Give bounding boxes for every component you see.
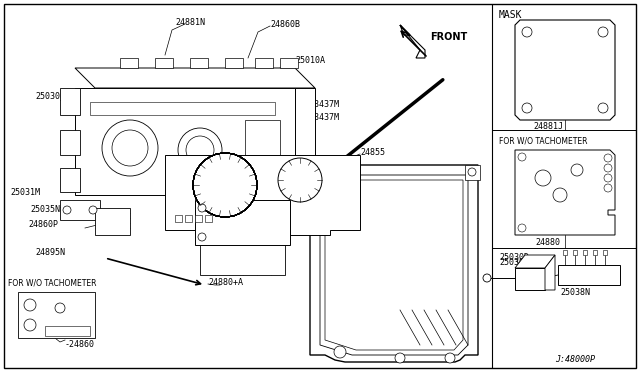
Polygon shape (18, 292, 95, 338)
Circle shape (63, 206, 71, 214)
Text: 24855: 24855 (360, 148, 385, 157)
Circle shape (518, 153, 526, 161)
Circle shape (522, 27, 532, 37)
Text: 25038N: 25038N (560, 288, 590, 297)
Text: 68437M: 68437M (310, 113, 340, 122)
Text: 25030: 25030 (35, 92, 60, 101)
Bar (563, 250, 567, 255)
Text: 68435+A: 68435+A (350, 218, 385, 227)
Polygon shape (60, 88, 80, 115)
Text: 25030D: 25030D (499, 253, 529, 262)
Bar (593, 250, 597, 255)
Polygon shape (60, 200, 100, 220)
Text: 25031M: 25031M (10, 188, 40, 197)
Text: 24860B: 24860B (270, 20, 300, 29)
Circle shape (395, 353, 405, 363)
Circle shape (571, 164, 583, 176)
Circle shape (198, 233, 206, 241)
Polygon shape (310, 165, 478, 362)
Text: MASK: MASK (499, 10, 522, 20)
Text: 24850: 24850 (140, 152, 165, 161)
Circle shape (102, 120, 158, 176)
Polygon shape (95, 208, 130, 235)
Text: MPH: MPH (553, 55, 566, 61)
Polygon shape (60, 130, 80, 155)
Bar (185, 215, 192, 222)
Polygon shape (75, 88, 295, 195)
Polygon shape (165, 155, 360, 235)
Circle shape (445, 353, 455, 363)
Text: 24880: 24880 (536, 238, 561, 247)
Polygon shape (245, 120, 280, 155)
Circle shape (483, 274, 491, 282)
Polygon shape (60, 168, 80, 192)
Text: -24860: -24860 (65, 340, 95, 349)
Circle shape (198, 204, 206, 212)
Circle shape (535, 170, 551, 186)
Text: 25031: 25031 (360, 165, 385, 174)
Circle shape (193, 153, 257, 217)
Text: FRONT: FRONT (430, 32, 467, 42)
Polygon shape (90, 102, 275, 115)
Polygon shape (75, 68, 315, 88)
Polygon shape (120, 58, 138, 68)
Polygon shape (245, 158, 270, 185)
Text: 68437M: 68437M (310, 100, 340, 109)
Text: 24880+A: 24880+A (208, 278, 243, 287)
Circle shape (278, 158, 322, 202)
Polygon shape (45, 326, 90, 336)
Text: 24813: 24813 (390, 192, 415, 201)
Circle shape (604, 184, 612, 192)
Circle shape (598, 103, 608, 113)
Polygon shape (515, 150, 615, 235)
Text: J:48000P: J:48000P (555, 355, 595, 364)
Polygon shape (280, 58, 298, 68)
Circle shape (468, 168, 476, 176)
Text: 24895N: 24895N (35, 248, 65, 257)
Circle shape (24, 319, 36, 331)
Circle shape (178, 128, 222, 172)
Polygon shape (190, 58, 208, 68)
Circle shape (553, 188, 567, 202)
Circle shape (334, 346, 346, 358)
Circle shape (604, 164, 612, 172)
Circle shape (518, 224, 526, 232)
Polygon shape (200, 240, 285, 275)
Polygon shape (465, 165, 480, 180)
Text: 24881N: 24881N (175, 18, 205, 27)
Text: 24881J: 24881J (533, 122, 563, 131)
Circle shape (604, 174, 612, 182)
Circle shape (522, 103, 532, 113)
Circle shape (186, 136, 214, 164)
Polygon shape (295, 88, 315, 195)
Circle shape (55, 303, 65, 313)
Polygon shape (155, 58, 173, 68)
Polygon shape (515, 255, 555, 268)
Polygon shape (515, 268, 545, 290)
Text: 25030D: 25030D (499, 258, 529, 267)
Bar (195, 215, 202, 222)
Circle shape (598, 27, 608, 37)
Text: 24860P: 24860P (28, 220, 58, 229)
Text: 25010A: 25010A (295, 56, 325, 65)
Polygon shape (558, 265, 620, 285)
Polygon shape (255, 58, 273, 68)
Text: FOR W/O TACHOMETER: FOR W/O TACHOMETER (499, 136, 588, 145)
Polygon shape (195, 200, 290, 245)
Text: 68435: 68435 (238, 258, 263, 267)
Bar (175, 215, 182, 222)
Circle shape (89, 206, 97, 214)
Polygon shape (225, 58, 243, 68)
Polygon shape (545, 255, 555, 290)
Circle shape (24, 299, 36, 311)
Circle shape (112, 130, 148, 166)
Bar (205, 215, 212, 222)
Bar (603, 250, 607, 255)
Bar (583, 250, 587, 255)
Bar (573, 250, 577, 255)
Circle shape (604, 154, 612, 162)
Polygon shape (515, 20, 615, 120)
Text: 25035N: 25035N (30, 205, 60, 214)
Text: FOR W/O TACHOMETER: FOR W/O TACHOMETER (8, 278, 97, 287)
